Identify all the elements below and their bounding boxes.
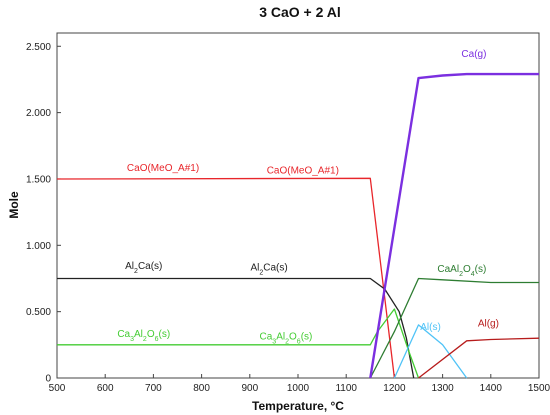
x-tick-label: 1400 <box>480 383 503 394</box>
x-tick-label: 1100 <box>335 383 357 394</box>
y-tick-label: 0 <box>45 374 51 385</box>
series-line-cao-meo-a-1 <box>56 177 396 379</box>
chart-title: 3 CaO + 2 Al <box>259 4 341 20</box>
series-label-caal2o4-s: CaAl2O4(s) <box>437 264 486 278</box>
x-tick-label: 800 <box>193 383 210 394</box>
series-line-al-g <box>418 337 540 379</box>
y-axis-title: Mole <box>7 191 21 219</box>
y-tick-label: 1.500 <box>26 174 51 185</box>
x-tick-label: 1500 <box>528 383 550 394</box>
series-label-ca3al2o6-s: Ca3Al2O6(s) <box>260 332 313 346</box>
x-tick-label: 500 <box>49 383 66 394</box>
y-tick-label: 2.500 <box>26 42 51 53</box>
x-tick-label: 1000 <box>287 383 310 394</box>
series-label-ca3al2o6-s: Ca3Al2O6(s) <box>117 329 170 343</box>
series-line-ca-g <box>369 72 539 379</box>
y-tick-label: 1.000 <box>26 241 51 252</box>
series-label-ca-g: Ca(g) <box>461 49 486 60</box>
series-lines <box>56 72 540 379</box>
series-label-al-g: Al(g) <box>478 318 499 329</box>
x-axis-ticks: 500 600 700 800 900 1000 1100 1200 1300 1400 1500 <box>49 374 550 394</box>
series-label-al2ca-s: Al2Ca(s) <box>125 261 162 275</box>
series-label-cao-meo-a-1: CaO(MeO_A#1) <box>127 163 199 174</box>
y-axis-ticks: 0 0.500 1.000 1.500 2.000 2.500 <box>26 42 61 385</box>
x-tick-label: 1200 <box>383 383 406 394</box>
series-line-al2ca-s <box>57 277 415 379</box>
y-tick-label: 0.500 <box>26 307 51 318</box>
series-line-caal2o4-s <box>369 277 539 379</box>
series-line-ca3al2o6-s <box>57 308 420 379</box>
y-tick-label: 2.000 <box>26 108 51 119</box>
x-axis-title: Temperature, °C <box>252 399 344 413</box>
series-line-al-s <box>393 324 468 379</box>
x-tick-label: 900 <box>241 383 258 394</box>
series-label-al2ca-s: Al2Ca(s) <box>250 263 287 277</box>
x-tick-label: 700 <box>145 383 162 394</box>
series-label-cao-meo-a-1: CaO(MeO_A#1) <box>267 166 339 177</box>
series-label-al-s: Al(s) <box>420 322 441 333</box>
x-tick-label: 1300 <box>431 383 454 394</box>
series-labels: CaO(MeO_A#1) CaO(MeO_A#1) Al2Ca(s) Al2Ca(s)… <box>117 49 499 345</box>
x-tick-label: 600 <box>97 383 114 394</box>
